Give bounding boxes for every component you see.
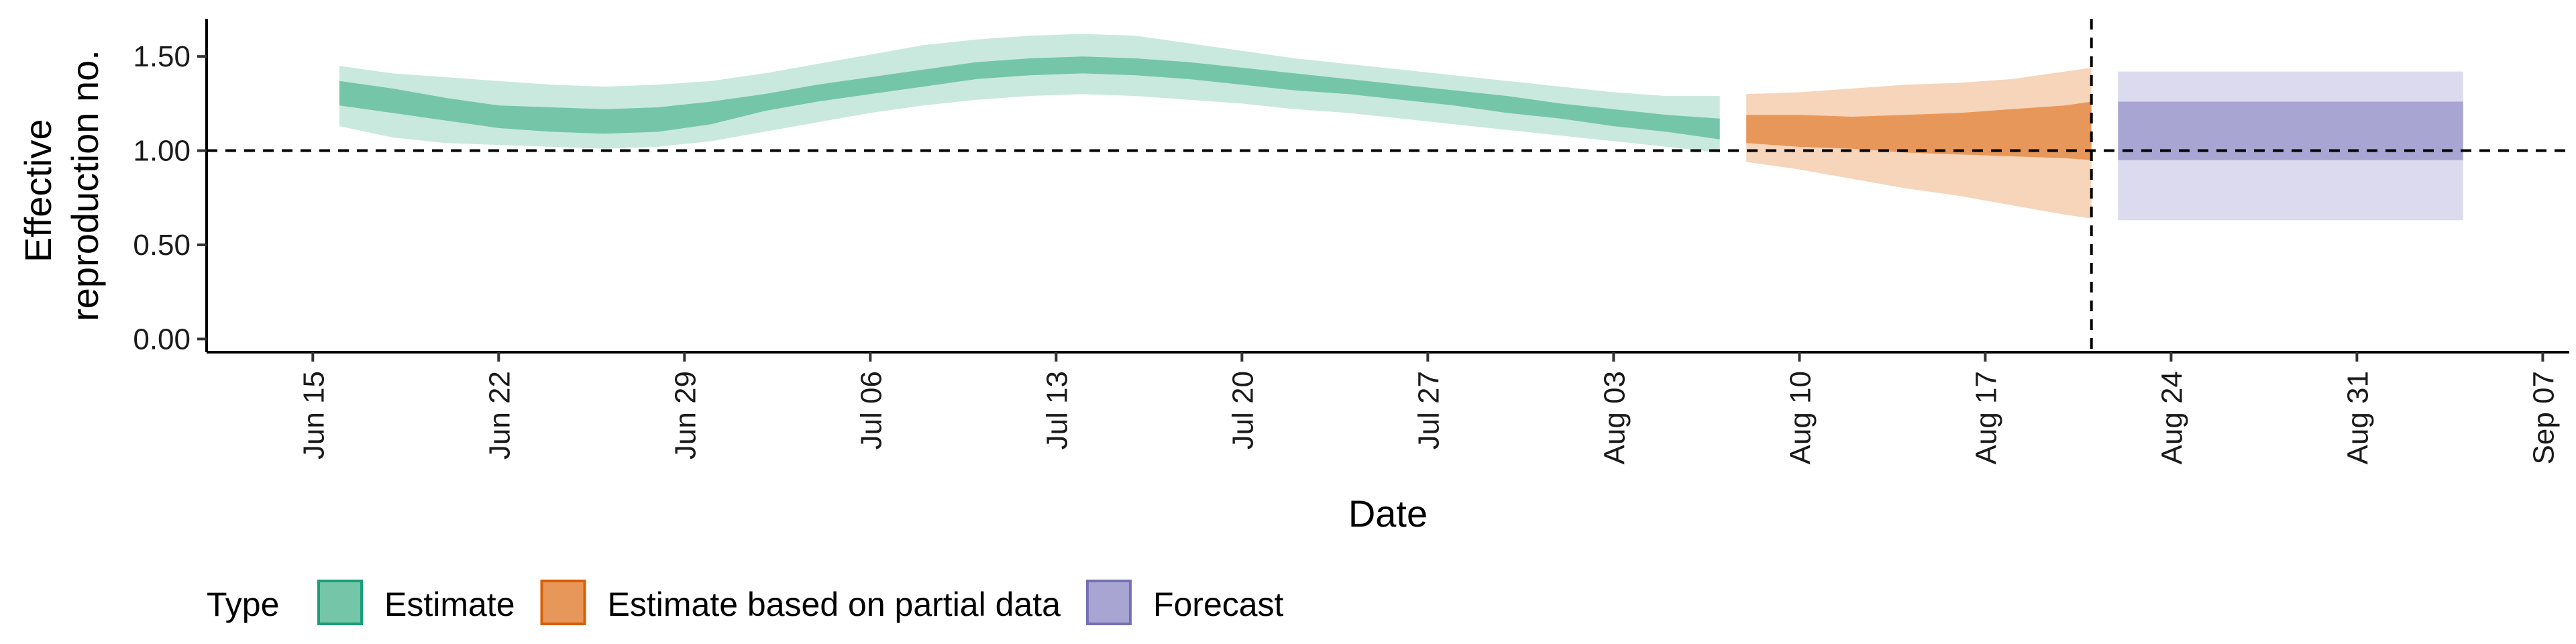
legend-title: Type bbox=[207, 586, 279, 623]
forecast-inner-band bbox=[2118, 101, 2463, 160]
legend-label-estimate: Estimate bbox=[384, 586, 515, 623]
x-axis-ticks: Jun 15 Jun 22 Jun 29 Jul 06 Jul 13 Jul 20 Jul … bbox=[297, 352, 2560, 464]
x-tick-label: Aug 17 bbox=[1970, 371, 2002, 464]
y-axis-title: Effective reproduction no. bbox=[17, 50, 106, 321]
legend-key-estimate-based-on-partial-data bbox=[540, 580, 586, 625]
x-axis-title: Date bbox=[1348, 492, 1428, 535]
x-tick-label: Jul 20 bbox=[1226, 371, 1259, 449]
legend: Type Estimate Estimate based on partial d… bbox=[207, 580, 1284, 625]
x-tick-label: Jun 22 bbox=[483, 371, 516, 460]
legend-entries: Estimate Estimate based on partial data Fo… bbox=[317, 580, 1284, 625]
x-tick-label: Jun 29 bbox=[669, 371, 702, 460]
estimate-outer-band bbox=[339, 34, 1720, 153]
legend-key-estimate bbox=[317, 580, 363, 625]
x-tick-label: Aug 10 bbox=[1784, 371, 1817, 464]
x-tick-label: Sep 07 bbox=[2527, 371, 2560, 464]
estimate-inner-band bbox=[339, 56, 1720, 140]
x-tick-label: Jul 27 bbox=[1412, 371, 1445, 449]
axes: 0.00 0.50 1.00 1.50 Jun 15 Jun 22 Jun 29 Jul 0… bbox=[133, 19, 2569, 464]
x-tick-label: Jul 06 bbox=[855, 371, 888, 449]
y-tick-label: 0.00 bbox=[133, 323, 191, 356]
x-tick-label: Jul 13 bbox=[1040, 371, 1073, 449]
y-tick-label: 1.00 bbox=[133, 135, 191, 168]
legend-label-forecast: Forecast bbox=[1153, 586, 1284, 623]
y-tick-label: 0.50 bbox=[133, 229, 191, 262]
y-axis-title-line-2: reproduction no. bbox=[64, 50, 106, 321]
x-tick-label: Aug 31 bbox=[2341, 371, 2374, 464]
y-axis-ticks: 0.00 0.50 1.00 1.50 bbox=[133, 40, 207, 356]
estimate-based-on-partial-data-inner-band bbox=[1746, 101, 2092, 160]
y-tick-label: 1.50 bbox=[133, 40, 191, 73]
x-tick-label: Aug 24 bbox=[2155, 371, 2188, 464]
x-tick-label: Aug 03 bbox=[1598, 371, 1631, 464]
y-axis-title-line-1: Effective bbox=[17, 119, 59, 262]
x-tick-label: Jun 15 bbox=[297, 371, 330, 460]
legend-key-forecast bbox=[1085, 580, 1132, 625]
legend-label-estimate-based-on-partial-data: Estimate based on partial data bbox=[608, 586, 1061, 623]
ribbon-layer bbox=[339, 34, 2463, 221]
